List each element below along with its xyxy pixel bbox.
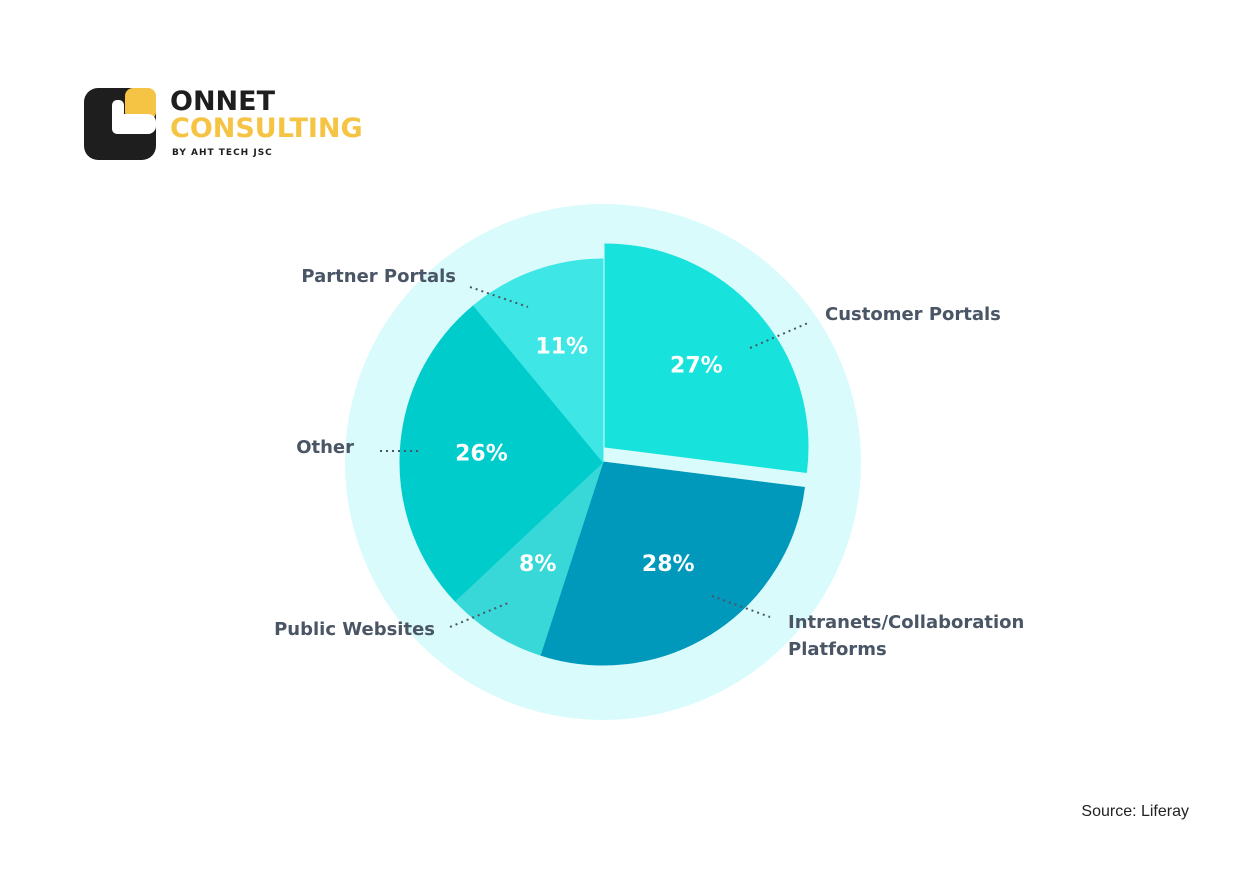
value-label: 26% [455,441,508,466]
value-label: 11% [535,334,588,359]
value-label: 28% [642,552,695,577]
logo-mark [84,88,156,160]
pie-slice [604,243,809,474]
pie-slice [399,304,604,602]
pie-slice [472,258,604,464]
value-label: 8% [519,552,556,577]
logo-line3: BY AHT TECH JSC [172,148,273,158]
category-label: Other [296,437,354,458]
logo-line2: CONSULTING [170,113,363,144]
pie-slice [454,461,604,656]
source: Source: Liferay [1081,803,1189,820]
value-label: 27% [670,353,723,378]
category-label: Public Websites [274,619,435,640]
leader-line [449,602,509,628]
pie-slice [539,461,805,666]
leader-line [711,595,771,618]
leader-line [469,286,529,308]
leader-line [749,322,809,349]
category-label: Intranets/Collaboration Platforms [788,612,1025,660]
category-label: Customer Portals [825,304,1001,325]
logo-line1: ONNET [170,86,276,117]
category-label: Partner Portals [301,266,456,287]
